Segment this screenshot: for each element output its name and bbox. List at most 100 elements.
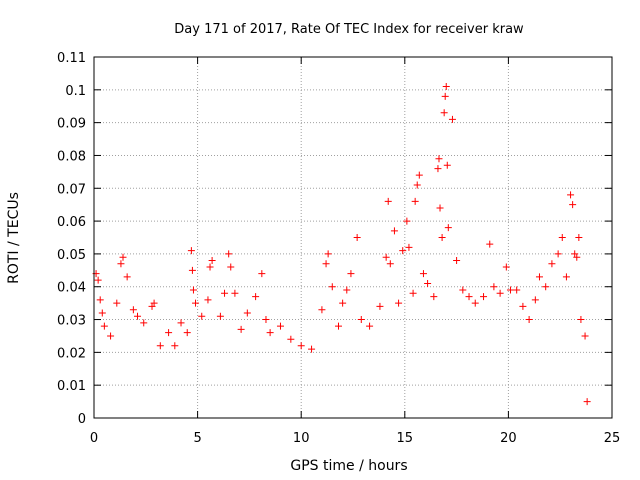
data-point: [405, 243, 413, 251]
data-point: [276, 322, 284, 330]
data-point: [107, 332, 115, 340]
y-tick-label: 0.02: [57, 346, 86, 361]
data-point: [525, 316, 533, 324]
data-point: [187, 247, 195, 255]
data-point: [395, 299, 403, 307]
y-tick-label: 0: [78, 412, 86, 427]
data-point: [506, 286, 514, 294]
data-point: [496, 289, 504, 297]
data-point: [390, 227, 398, 235]
data-point: [177, 319, 185, 327]
x-tick-label: 20: [500, 431, 517, 446]
data-point: [471, 299, 479, 307]
data-point: [150, 299, 158, 307]
data-point: [465, 293, 473, 301]
data-point: [581, 332, 589, 340]
data-point: [98, 309, 106, 317]
data-point: [206, 263, 214, 271]
data-point: [165, 329, 173, 337]
data-point: [357, 316, 365, 324]
data-point: [575, 234, 583, 241]
data-point: [573, 253, 581, 261]
data-point: [558, 234, 566, 241]
data-point: [399, 247, 407, 255]
data-point: [252, 293, 260, 301]
x-tick-label: 5: [193, 431, 201, 446]
y-tick-label: 0.05: [57, 248, 86, 263]
data-point: [94, 276, 102, 284]
data-point: [231, 289, 239, 297]
data-point: [183, 329, 191, 337]
data-point: [448, 115, 456, 123]
data-point: [262, 316, 270, 324]
data-point: [353, 234, 361, 241]
data-point: [324, 250, 332, 258]
data-point: [258, 270, 266, 278]
data-points: [92, 83, 591, 406]
data-point: [134, 312, 142, 320]
data-point: [343, 286, 351, 294]
y-axis-label: ROTI / TECUs: [6, 192, 22, 284]
data-point: [430, 293, 438, 301]
y-tick-label: 0.06: [57, 215, 86, 230]
data-point: [216, 312, 224, 320]
data-point: [419, 270, 427, 278]
data-point: [140, 319, 148, 327]
x-tick-label: 0: [90, 431, 98, 446]
data-point: [440, 109, 448, 117]
data-point: [434, 165, 442, 173]
y-axis-ticks: 0 0.01 0.02 0.03 0.04 0.05 0.06 0.07 0.08 0.09 0.1…: [57, 51, 612, 427]
data-point: [386, 260, 394, 268]
data-point: [96, 296, 104, 304]
data-point: [198, 312, 206, 320]
data-point: [297, 342, 305, 350]
data-point: [535, 273, 543, 281]
data-point: [192, 299, 200, 307]
data-point: [435, 155, 443, 163]
y-tick-label: 0.11: [57, 51, 86, 66]
data-point: [328, 283, 336, 291]
data-point: [119, 253, 127, 261]
data-point: [129, 306, 137, 314]
chart-title: Day 171 of 2017, Rate Of TEC Index for r…: [174, 22, 524, 37]
data-point: [490, 283, 498, 291]
data-point: [204, 296, 212, 304]
data-point: [438, 234, 446, 241]
data-point: [562, 273, 570, 281]
data-point: [339, 299, 347, 307]
data-point: [318, 306, 326, 314]
data-point: [322, 260, 330, 268]
x-axis-label: GPS time / hours: [290, 458, 407, 474]
y-tick-label: 0.09: [57, 117, 86, 132]
data-point: [403, 217, 411, 225]
data-point: [453, 256, 461, 264]
data-point: [221, 289, 229, 297]
data-point: [334, 322, 342, 330]
data-point: [208, 256, 216, 264]
data-point: [123, 273, 131, 281]
data-point: [156, 342, 164, 350]
y-tick-label: 0.07: [57, 182, 86, 197]
data-point: [567, 191, 575, 199]
data-point: [531, 296, 539, 304]
x-tick-label: 10: [293, 431, 310, 446]
data-point: [411, 197, 419, 205]
data-point: [100, 322, 108, 330]
data-point: [113, 299, 121, 307]
data-point: [366, 322, 374, 330]
data-point: [308, 345, 316, 353]
data-point: [188, 266, 196, 274]
data-point: [569, 201, 577, 209]
data-point: [189, 286, 197, 294]
data-point: [171, 342, 179, 350]
data-point: [424, 279, 432, 287]
data-point: [225, 250, 233, 258]
data-point: [486, 240, 494, 248]
data-point: [519, 302, 527, 310]
data-point: [227, 263, 235, 271]
data-point: [480, 293, 488, 301]
data-point: [287, 335, 295, 343]
x-tick-label: 25: [604, 431, 621, 446]
data-point: [266, 329, 274, 337]
